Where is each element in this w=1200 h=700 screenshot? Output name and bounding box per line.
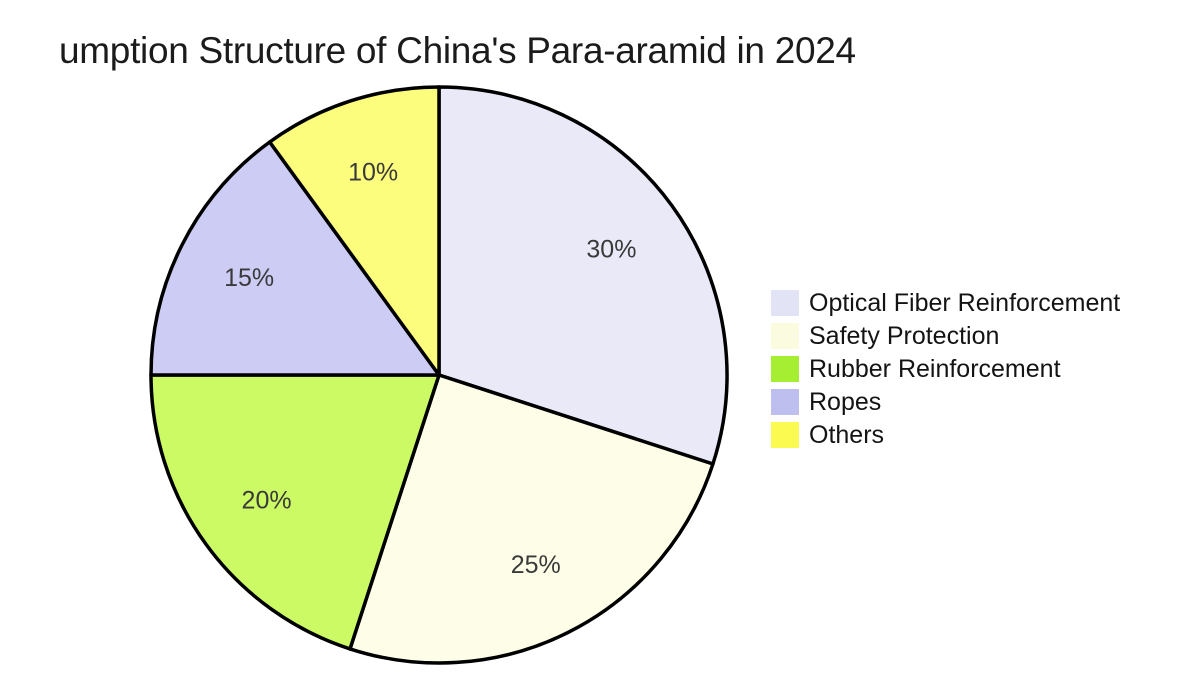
legend-swatch-optical-fiber-reinforcement xyxy=(771,290,799,316)
pie-slice-ropes xyxy=(149,140,441,377)
pie-slice-percent-label: 15% xyxy=(224,264,274,292)
legend-swatch-others xyxy=(771,422,799,448)
legend-label: Safety Protection xyxy=(809,321,1000,350)
legend-swatch-safety-protection xyxy=(771,323,799,349)
pie-slice-optical-fiber-reinforcement xyxy=(437,85,729,466)
legend-item: Optical Fiber Reinforcement xyxy=(771,290,1120,316)
pie-slice-safety-protection xyxy=(348,373,715,665)
pie-slice-labels: 30% 25% 20% 15% 10% xyxy=(224,158,636,579)
legend-label: Optical Fiber Reinforcement xyxy=(809,288,1121,317)
pie-slice-percent-label: 30% xyxy=(586,236,636,264)
pie-slice-rubber-reinforcement xyxy=(149,373,441,651)
legend-item: Rubber Reinforcement xyxy=(771,356,1120,382)
legend-item: Safety Protection xyxy=(771,323,1120,349)
legend-item: Others xyxy=(771,422,1120,448)
pie-slice-percent-label: 25% xyxy=(511,551,561,579)
pie-slices xyxy=(149,85,729,665)
chart-title: umption Structure of China's Para-aramid… xyxy=(59,30,856,71)
legend-label: Rubber Reinforcement xyxy=(809,354,1061,383)
pie-slice-percent-label: 20% xyxy=(242,486,292,514)
pie-slice-percent-label: 10% xyxy=(348,158,398,186)
legend: Optical Fiber Reinforcement Safety Prote… xyxy=(771,290,1120,448)
legend-label: Others xyxy=(809,420,885,449)
legend-label: Ropes xyxy=(809,387,882,416)
legend-swatch-ropes xyxy=(771,389,799,415)
legend-item: Ropes xyxy=(771,389,1120,415)
legend-swatch-rubber-reinforcement xyxy=(771,356,799,382)
pie-slice-others xyxy=(267,85,441,377)
